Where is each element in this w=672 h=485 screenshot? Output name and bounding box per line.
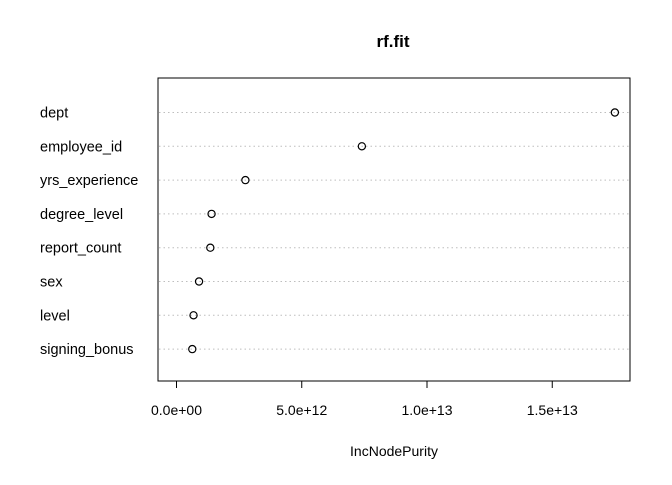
- data-point: [610, 108, 620, 117]
- plot-frame: [157, 77, 631, 382]
- x-tick-label: 1.0e+13: [402, 402, 453, 418]
- category-label: signing_bonus: [40, 342, 134, 358]
- category-labels: dept employee_id yrs_experience degree_leve…: [40, 106, 138, 359]
- category-label: dept: [40, 106, 68, 122]
- data-point: [241, 175, 250, 185]
- chart-title: rf.fit: [376, 32, 409, 51]
- data-point: [206, 243, 215, 252]
- x-tick-label: 5.0e+12: [276, 402, 327, 418]
- category-label: sex: [40, 275, 63, 291]
- x-tick-label: 1.5e+13: [527, 402, 578, 418]
- category-label: employee_id: [40, 139, 122, 155]
- data-point: [189, 311, 198, 320]
- category-label: level: [40, 308, 70, 324]
- category-label: degree_level: [40, 207, 123, 223]
- data-point: [194, 277, 204, 286]
- guide-lines: [159, 112, 629, 350]
- category-label: yrs_experience: [40, 173, 138, 189]
- data-point: [357, 142, 367, 151]
- data-point: [188, 344, 197, 354]
- category-label: report_count: [40, 241, 121, 257]
- x-tick-label: 0.0e+00: [151, 402, 202, 418]
- data-points: [188, 108, 620, 354]
- x-axis-title: IncNodePurity: [350, 443, 438, 459]
- x-axis: 0.0e+00 5.0e+12 1.0e+13 1.5e+13: [151, 380, 578, 418]
- data-point: [207, 209, 216, 219]
